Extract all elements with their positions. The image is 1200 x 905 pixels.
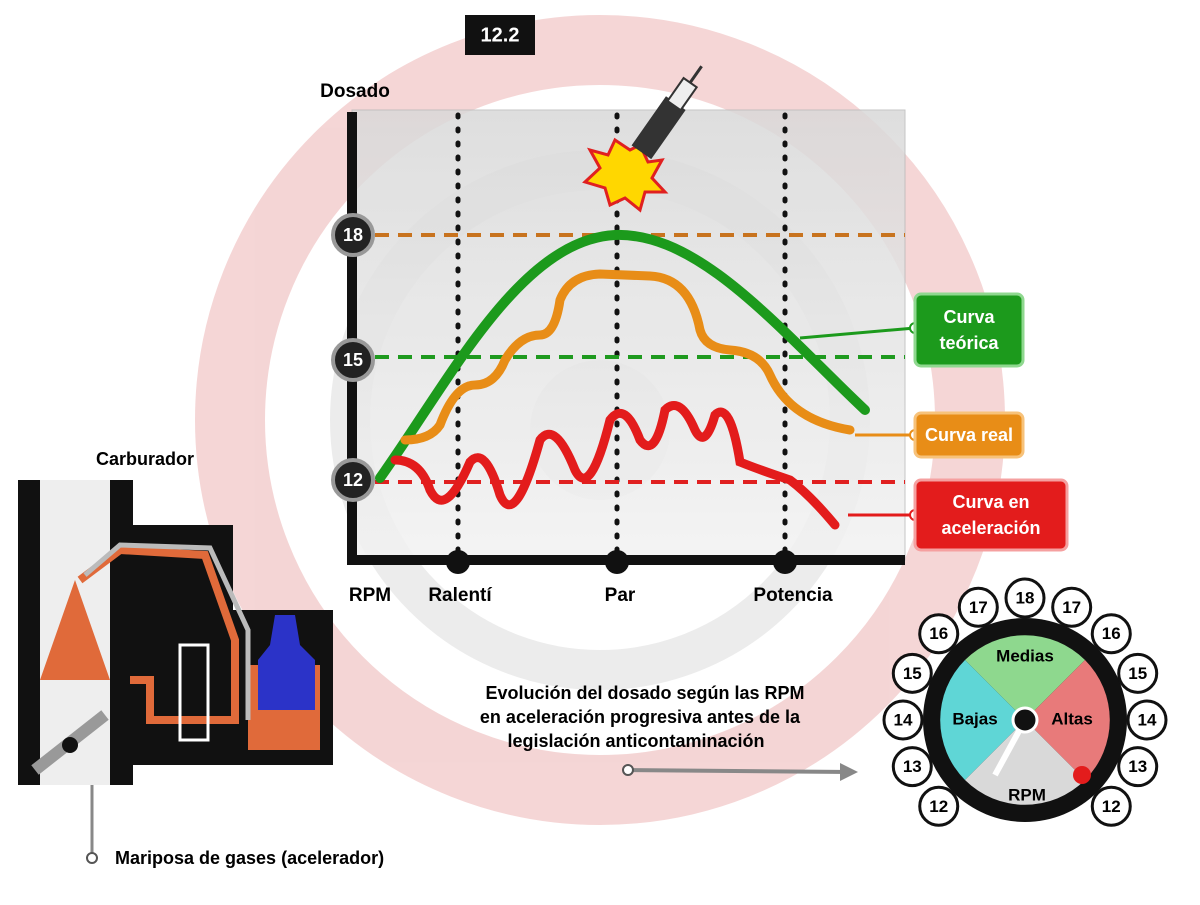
axes — [347, 112, 905, 565]
throttle-label: Mariposa de gases (acelerador) — [115, 848, 384, 868]
caption-line: Evolución del dosado según las RPM — [485, 683, 804, 703]
x-marker: Ralentí — [428, 585, 492, 606]
theoretical-curve — [375, 229, 870, 483]
scale-bubble — [1004, 577, 1046, 619]
scale-bubble — [891, 652, 933, 694]
scale-label: 14 — [894, 710, 913, 729]
x-marker: Par — [605, 585, 636, 606]
gauge-zone: Altas — [1051, 709, 1093, 728]
scale-label: 15 — [903, 664, 922, 683]
x-marker: RPM — [349, 585, 391, 606]
legend-label: teórica — [939, 333, 999, 353]
scale-label: 18 — [1016, 588, 1035, 607]
gauge-zone: Bajas — [952, 709, 997, 728]
legend-label: Curva real — [925, 425, 1013, 445]
acceleration-curve — [390, 401, 840, 530]
scale-bubble — [1117, 652, 1159, 694]
scale-bubble — [1051, 586, 1093, 628]
scale-label: 14 — [1138, 710, 1157, 729]
scale-bubble — [1090, 785, 1132, 827]
carburetor-title: Carburador — [96, 449, 194, 469]
scale-bubble — [918, 613, 960, 655]
scale-bubble — [1126, 699, 1168, 741]
legend-label: Curva en — [952, 492, 1029, 512]
scale-label: 13 — [1128, 757, 1147, 776]
scale-label: 15 — [1128, 664, 1147, 683]
scale-bubble — [918, 785, 960, 827]
pointer-dot — [86, 852, 98, 864]
scale-bubble — [882, 699, 924, 741]
scale-bubble — [1090, 613, 1132, 655]
x-markers: RPM Ralentí Par Potencia — [349, 585, 833, 606]
spark-plug-icon — [582, 65, 703, 213]
badge-box — [465, 15, 535, 55]
scale-label: 17 — [1062, 598, 1081, 617]
x-marker: Potencia — [753, 585, 833, 606]
y-axis-title: Dosado — [320, 81, 390, 102]
legend: Curva teórica Curva real Curva en aceler… — [799, 292, 1069, 552]
caption-arrow — [627, 768, 851, 774]
scale-bubble — [891, 746, 933, 788]
carburetor-drawing — [18, 480, 333, 785]
gauge-zone: Medias — [996, 646, 1054, 665]
y-markers: 18 15 12 — [331, 213, 375, 502]
caption-arrowhead — [840, 763, 858, 781]
axis-dots — [446, 550, 797, 574]
y-marker: 18 — [343, 225, 363, 245]
y-marker: 12 — [343, 470, 363, 490]
legend-label: Curva — [943, 307, 995, 327]
scale-label: 16 — [1102, 624, 1121, 643]
legend-label: aceleración — [941, 518, 1040, 538]
real-curve — [400, 269, 855, 445]
gauge-zone: RPM — [1008, 785, 1046, 804]
badge: 12.2 — [481, 24, 520, 46]
scale-label: 12 — [1102, 797, 1121, 816]
scale-label: 16 — [929, 624, 948, 643]
caption: Evolución del dosado según las RPM en ac… — [480, 683, 805, 751]
gauge: Medias Bajas Altas RPM 12 13 14 15 16 17 18 17 1… — [882, 577, 1168, 827]
scale-label: 13 — [903, 757, 922, 776]
scale-label: 12 — [929, 797, 948, 816]
caption-line: legislación anticontaminación — [507, 731, 764, 751]
scale-bubble — [957, 586, 999, 628]
scale-label: 17 — [969, 598, 988, 617]
pointer-dot — [622, 764, 634, 776]
caption-line: en aceleración progresiva antes de la — [480, 707, 801, 727]
y-marker: 15 — [343, 350, 363, 370]
scale-bubble — [1117, 746, 1159, 788]
